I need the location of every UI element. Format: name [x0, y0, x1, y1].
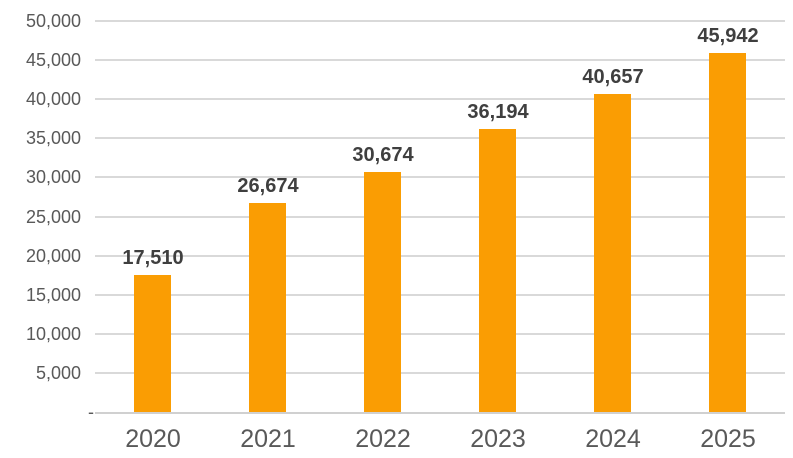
x-axis-tick-label: 2022: [355, 425, 411, 453]
y-axis-tick-label: 5,000: [35, 362, 81, 383]
bar-value-label: 40,657: [582, 66, 644, 88]
y-axis-tick-label: 15,000: [25, 284, 81, 305]
x-axis-tick-label: 2025: [700, 425, 756, 453]
y-axis-tick-label: 35,000: [25, 128, 81, 149]
x-axis-tick-label: 2024: [585, 425, 641, 453]
y-axis-tick-label: 40,000: [25, 89, 81, 110]
gridline: [95, 254, 785, 257]
gridline: [95, 371, 785, 374]
x-axis-tick-label: 2020: [125, 425, 181, 453]
bar: [709, 53, 746, 412]
plot-area: [95, 20, 785, 412]
gridline: [95, 137, 785, 140]
x-axis-tick-label: 2023: [470, 425, 526, 453]
y-axis-tick-label: 30,000: [25, 167, 81, 188]
y-axis-tick-label: 20,000: [25, 245, 81, 266]
x-axis-line: [95, 412, 785, 414]
gridline: [95, 293, 785, 296]
bar: [249, 203, 286, 412]
y-axis-tick-label: -: [88, 402, 94, 422]
gridline: [95, 176, 785, 179]
gridline: [95, 98, 785, 101]
bar-value-label: 17,510: [122, 247, 184, 269]
bar-value-label: 36,194: [467, 101, 529, 123]
bar: [364, 172, 401, 412]
bar-value-label: 30,674: [352, 144, 414, 166]
y-axis-tick-label: 10,000: [25, 323, 81, 344]
y-axis-tick-label: 25,000: [25, 206, 81, 227]
x-axis-tick-label: 2021: [240, 425, 296, 453]
bar: [594, 94, 631, 412]
gridline: [95, 20, 785, 22]
bar: [479, 129, 516, 412]
gridline: [95, 332, 785, 335]
gridline: [95, 59, 785, 62]
bar: [134, 275, 171, 412]
bar-value-label: 45,942: [697, 25, 759, 47]
bar-value-label: 26,674: [237, 175, 299, 197]
y-axis-tick-label: 45,000: [25, 50, 81, 71]
y-axis-tick-label: 50,000: [25, 11, 81, 31]
gridline: [95, 215, 785, 218]
